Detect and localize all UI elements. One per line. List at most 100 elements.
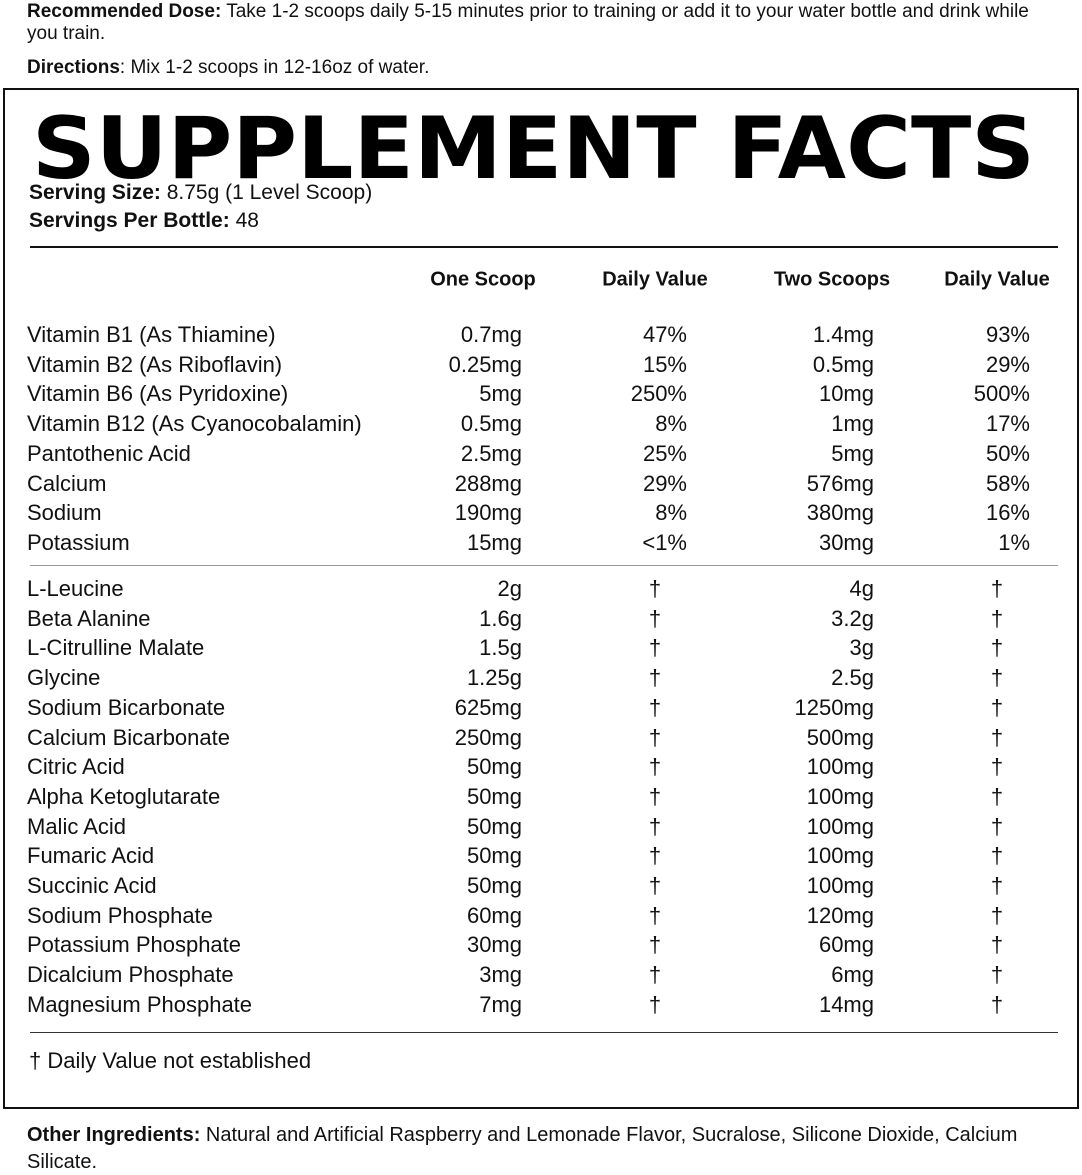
servings: Servings Per Bottle: 48 [29,209,259,233]
cell-daily-value-2: † [990,694,1004,720]
other-ingredients-text: Natural and Artificial Raspberry and Lem… [27,1124,1018,1173]
cell-daily-value-1: † [648,724,662,750]
cell-one-scoop: 5mg [479,381,522,407]
cell-daily-value-2: 58% [985,470,1030,496]
cell-daily-value-1: 25% [642,440,687,466]
ingredient-name: Pantothenic Acid [27,440,191,466]
cell-daily-value-2: 29% [985,351,1030,377]
cell-one-scoop: 50mg [466,754,522,780]
cell-one-scoop: 625mg [454,694,522,720]
cell-two-scoops: 0.5mg [812,351,874,377]
cell-daily-value-2: 500% [973,381,1030,407]
header-daily-value-1: Daily Value [602,268,708,291]
cell-two-scoops: 1mg [831,411,874,437]
header-one-scoop: One Scoop [430,268,536,291]
ingredient-name: Calcium Bicarbonate [27,724,230,750]
cell-one-scoop: 50mg [466,783,522,809]
serving-size-value: 8.75g (1 Level Scoop) [166,181,373,204]
cell-one-scoop: 15mg [466,529,522,555]
cell-daily-value-2: 17% [985,411,1030,437]
cell-one-scoop: 250mg [454,724,522,750]
cell-daily-value-2: † [990,783,1004,809]
cell-daily-value-2: 93% [985,322,1030,347]
cell-daily-value-1: <1% [642,529,687,555]
other-ingredients-label: Other Ingredients: [27,1124,201,1146]
ingredient-name: Vitamin B12 (As Cyanocobalamin) [27,411,362,437]
serving-size-label: Serving Size: [29,181,161,204]
cell-two-scoops: 576mg [806,470,874,496]
ingredient-name: Beta Alanine [27,605,151,631]
cell-one-scoop: 50mg [466,843,522,869]
cell-one-scoop: 2g [497,576,522,601]
cell-two-scoops: 60mg [818,932,874,958]
ingredient-name: Sodium Phosphate [27,902,213,928]
cell-daily-value-1: † [648,902,662,928]
cell-daily-value-1: † [648,783,662,809]
cell-daily-value-1: † [648,991,662,1017]
dose-text: Take 1-2 scoops daily 5-15 minutes prior… [27,1,1029,44]
cell-daily-value-2: † [990,754,1004,780]
cell-two-scoops: 100mg [806,843,874,869]
cell-daily-value-2: † [990,991,1004,1017]
dose: Recommended Dose: Take 1-2 scoops daily … [27,1,1054,45]
directions: Directions: Mix 1-2 scoops in 12-16oz of… [27,57,1054,79]
facts-panel: SUPPLEMENT FACTS Serving Size: 8.75g (1 … [3,88,1079,1109]
cell-daily-value-1: † [648,843,662,869]
directions-label: Directions [27,57,120,78]
cell-daily-value-1: † [648,962,662,988]
ingredient-name: Vitamin B2 (As Riboflavin) [27,351,283,377]
cell-two-scoops: 1250mg [794,694,874,720]
dose-label: Recommended Dose: [27,1,222,22]
ingredient-name: Potassium [27,529,130,555]
cell-one-scoop: 30mg [466,932,522,958]
header-two-scoops: Two Scoops [773,268,891,291]
cell-two-scoops: 100mg [806,873,874,898]
cell-one-scoop: 2.5mg [460,440,522,466]
cell-daily-value-1: † [648,694,662,720]
cell-daily-value-1: 8% [655,500,687,526]
rule-bottom [30,1032,1058,1033]
cell-daily-value-1: † [648,576,662,601]
cell-daily-value-2: † [990,605,1004,631]
cell-one-scoop: 50mg [466,813,522,839]
ingredient-name: L-Leucine [27,576,124,601]
ingredient-name: Malic Acid [27,813,127,839]
ingredient-name: L-Citrulline Malate [27,635,205,661]
cell-daily-value-1: † [648,873,662,898]
cell-daily-value-2: 50% [985,440,1030,466]
cell-daily-value-1: 15% [642,351,687,377]
cell-daily-value-1: † [648,605,662,631]
cell-daily-value-2: † [990,932,1004,958]
footnote: † Daily Value not established [29,1048,312,1073]
cell-daily-value-1: 29% [642,470,687,496]
cell-daily-value-2: † [990,843,1004,869]
other-ingredients: Other Ingredients: Natural and Artificia… [27,1122,1054,1175]
rule-top [30,246,1058,248]
cell-two-scoops: 30mg [818,529,874,555]
servings-value: 48 [235,209,259,232]
ingredient-name: Glycine [27,665,101,691]
cell-one-scoop: 7mg [479,991,522,1017]
cell-daily-value-2: † [990,724,1004,750]
servings-label: Servings Per Bottle: [29,209,230,232]
cell-two-scoops: 380mg [806,500,874,526]
cell-daily-value-2: † [990,665,1004,691]
ingredient-name: Vitamin B1 (As Thiamine) [27,322,276,347]
cell-daily-value-1: 47% [642,322,687,347]
cell-daily-value-1: † [648,932,662,958]
cell-two-scoops: 6mg [831,962,874,988]
directions-text: : Mix 1-2 scoops in 12-16oz of water. [119,57,430,78]
ingredient-name: Magnesium Phosphate [27,991,253,1017]
cell-daily-value-2: 16% [985,500,1030,526]
cell-daily-value-2: † [990,813,1004,839]
header-daily-value-2: Daily Value [944,268,1050,291]
cell-two-scoops: 5mg [831,440,874,466]
cell-daily-value-2: † [990,576,1004,601]
ingredient-name: Dicalcium Phosphate [27,962,234,988]
cell-two-scoops: 120mg [806,902,874,928]
cell-two-scoops: 100mg [806,783,874,809]
cell-two-scoops: 2.5g [831,665,874,691]
cell-daily-value-1: † [648,665,662,691]
ingredient-name: Fumaric Acid [27,843,155,869]
cell-daily-value-2: † [990,962,1004,988]
